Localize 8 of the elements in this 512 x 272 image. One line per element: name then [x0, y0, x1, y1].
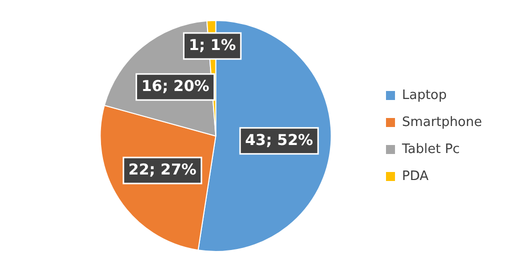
data-label: 16; 20% — [141, 76, 210, 95]
legend-label: Laptop — [402, 88, 447, 103]
legend-label: PDA — [402, 168, 429, 184]
data-label: 43; 52% — [245, 130, 314, 149]
legend-label: Smartphone — [402, 114, 482, 130]
data-label: 1; 1% — [188, 36, 236, 54]
data-label: 22; 27% — [128, 160, 196, 178]
legend-label: Tablet Pc — [400, 142, 460, 157]
